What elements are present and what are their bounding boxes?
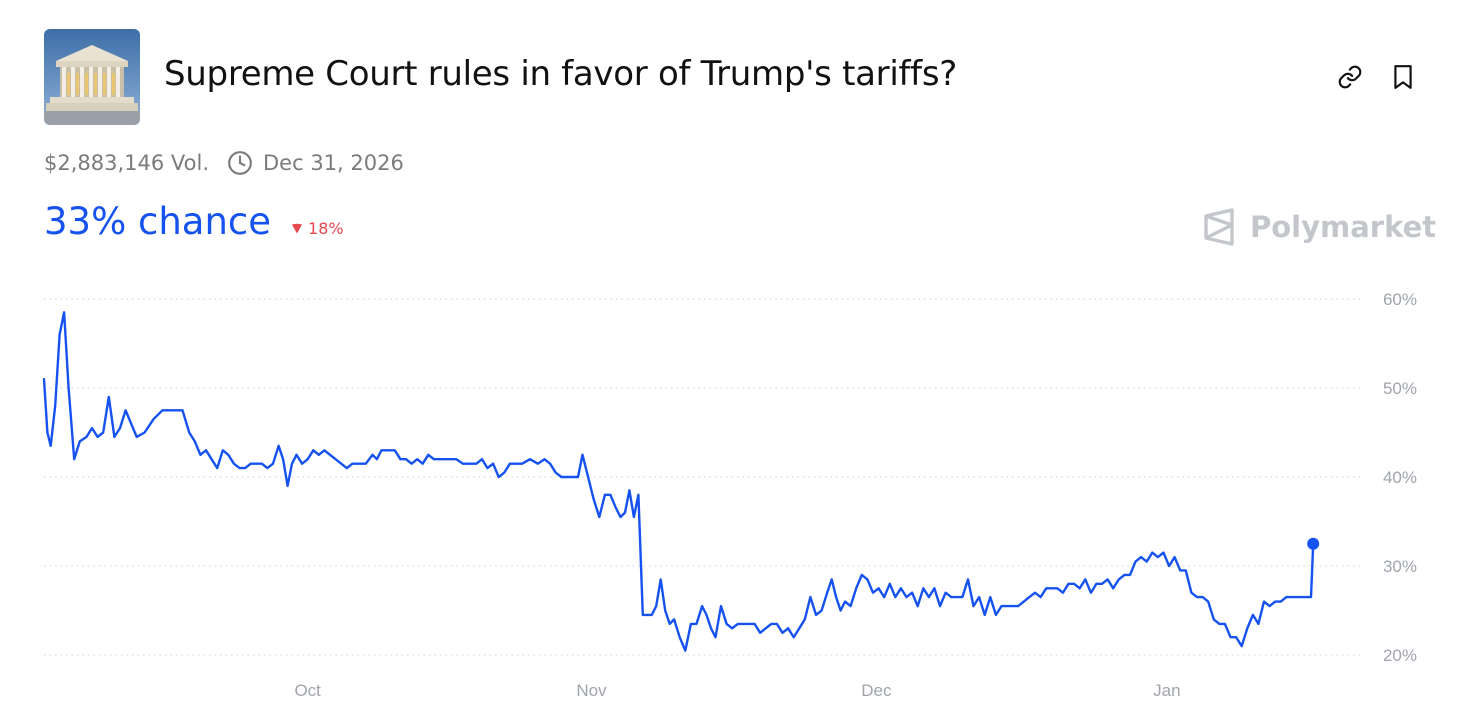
chance-value: 33% chance bbox=[44, 200, 272, 243]
bookmark-icon bbox=[1394, 65, 1412, 89]
last-point-marker[interactable] bbox=[1307, 537, 1320, 550]
link-icon bbox=[1338, 65, 1362, 89]
chart-series bbox=[42, 311, 1320, 652]
supreme-court-thumbnail bbox=[44, 29, 140, 125]
brand-name: Polymarket bbox=[1250, 210, 1437, 244]
triangle-down-icon bbox=[292, 223, 303, 233]
market-thumbnail bbox=[44, 29, 140, 125]
series-line bbox=[42, 311, 1315, 652]
market-title: Supreme Court rules in favor of Trump's … bbox=[164, 54, 957, 94]
chance-summary: 33% chance 18% bbox=[44, 200, 344, 243]
y-tick-label: 50% bbox=[1383, 379, 1417, 398]
x-tick-label: Jan bbox=[1153, 681, 1180, 700]
end-date-text: Dec 31, 2026 bbox=[263, 151, 404, 175]
y-tick-label: 60% bbox=[1383, 290, 1417, 309]
clock-icon bbox=[227, 150, 253, 176]
y-tick-label: 30% bbox=[1383, 557, 1417, 576]
bookmark-button[interactable] bbox=[1386, 60, 1420, 94]
y-tick-label: 20% bbox=[1383, 646, 1417, 665]
market-meta: $2,883,146 Vol. Dec 31, 2026 bbox=[44, 150, 404, 176]
volume-text: $2,883,146 Vol. bbox=[44, 151, 210, 175]
change-value: 18% bbox=[308, 219, 344, 238]
chart-labels: 60% 50% 40% 30% 20% Oct Nov Dec Jan bbox=[294, 290, 1417, 700]
polymarket-logo-icon bbox=[1204, 208, 1234, 246]
copy-link-button[interactable] bbox=[1333, 60, 1367, 94]
x-tick-label: Oct bbox=[294, 681, 321, 700]
x-tick-label: Dec bbox=[861, 681, 892, 700]
price-chart: 60% 50% 40% 30% 20% Oct Nov Dec Jan bbox=[42, 290, 1417, 700]
x-tick-label: Nov bbox=[576, 681, 607, 700]
y-tick-label: 40% bbox=[1383, 468, 1417, 487]
polymarket-brand: Polymarket bbox=[1202, 208, 1436, 246]
chart-grid bbox=[44, 298, 1360, 656]
change-badge: 18% bbox=[291, 219, 344, 238]
